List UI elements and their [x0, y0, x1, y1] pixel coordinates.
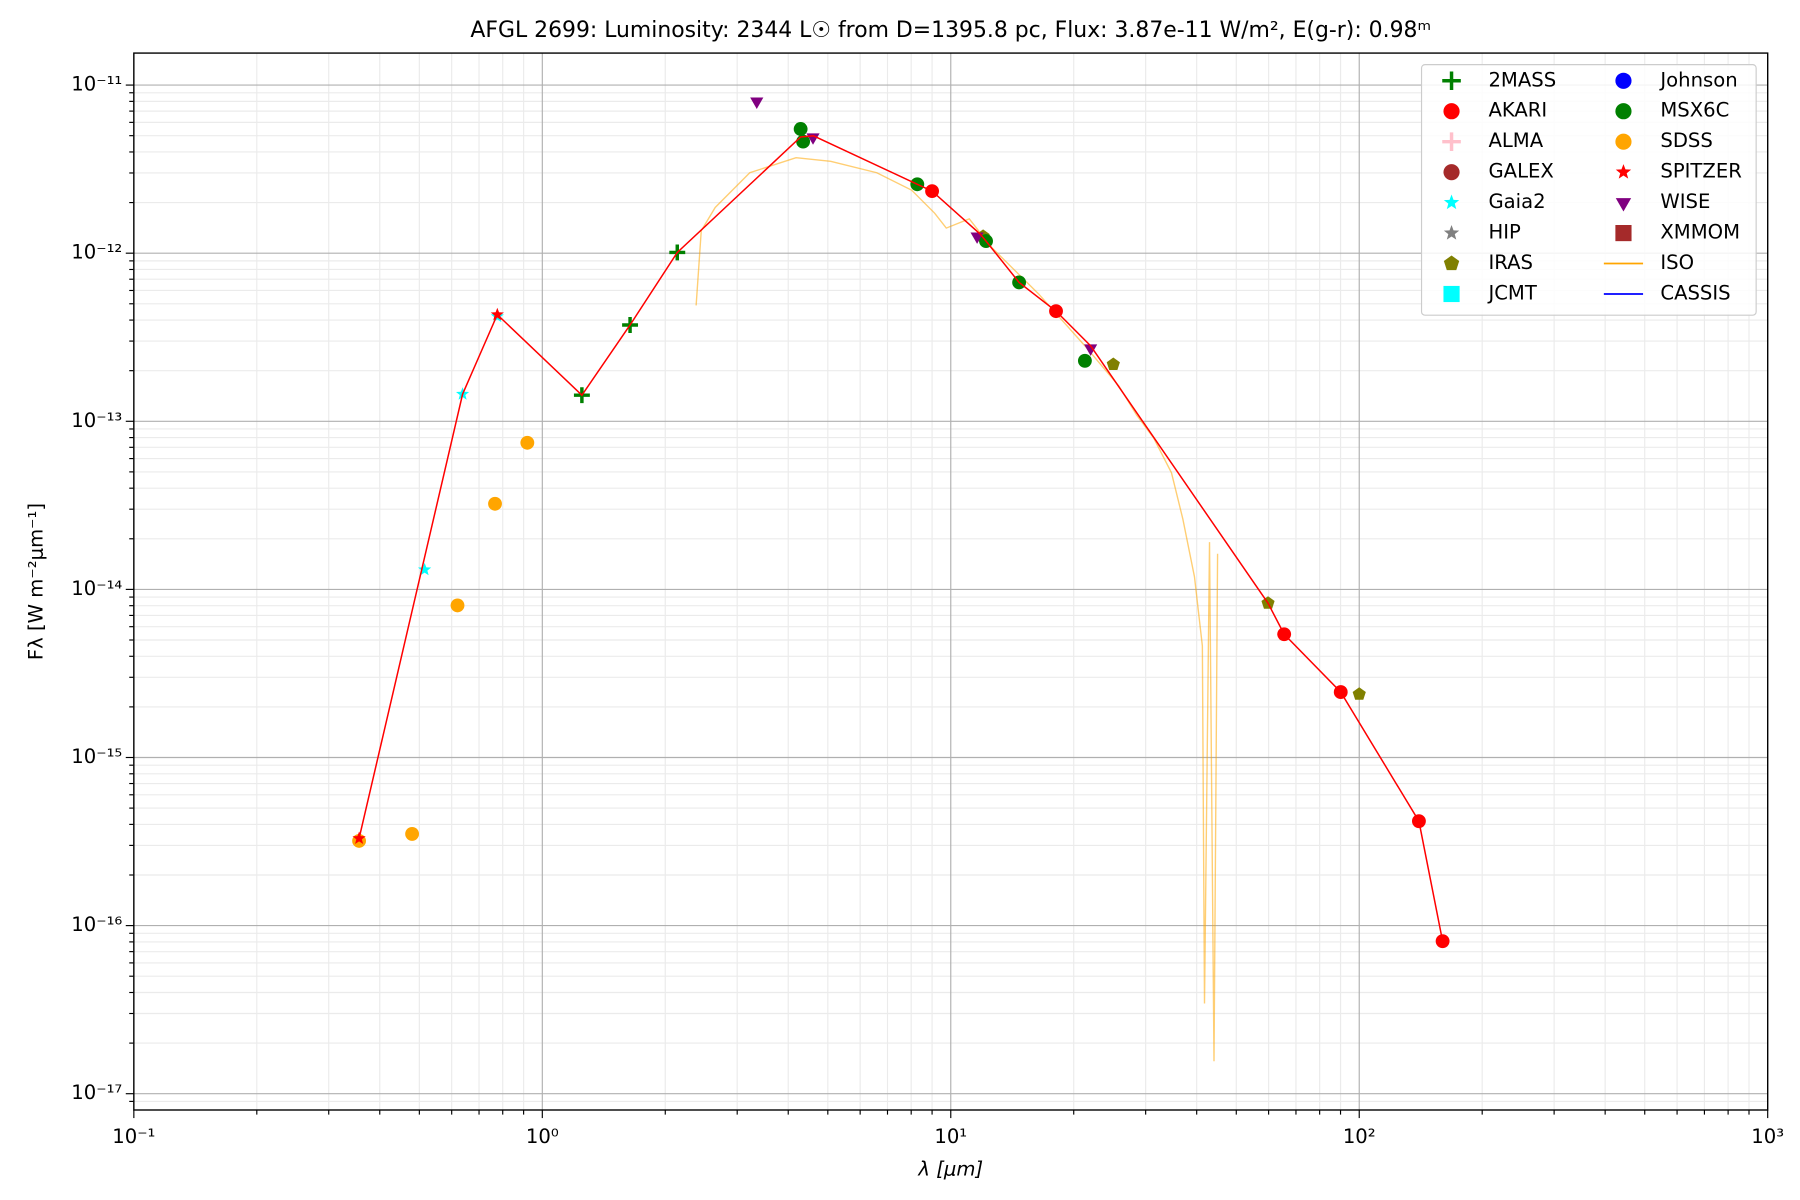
legend-marker	[1615, 225, 1632, 242]
legend-label: 2MASS	[1488, 68, 1556, 91]
legend-label: ALMA	[1488, 129, 1543, 152]
data-point	[1077, 353, 1092, 368]
legend-label: HIP	[1488, 221, 1521, 244]
legend-marker	[1615, 164, 1632, 179]
legend-marker	[1443, 164, 1460, 181]
data-point	[1352, 687, 1366, 700]
x-tick-label: 10⁰	[526, 1125, 559, 1148]
plot-area	[352, 97, 1450, 1062]
legend-marker	[1443, 225, 1460, 240]
legend-marker	[1442, 132, 1461, 151]
legend-marker	[1443, 194, 1460, 210]
y-axis-label: Fλ [W m⁻²μm⁻¹]	[24, 503, 47, 660]
legend-marker	[1443, 285, 1460, 303]
y-tick-label: 10⁻¹¹	[71, 73, 122, 96]
x-tick-label: 10¹	[934, 1125, 967, 1148]
legend-label: IRAS	[1488, 251, 1532, 274]
legend-marker	[1442, 71, 1461, 91]
legend-label: SPITZER	[1660, 160, 1742, 183]
y-tick-label: 10⁻¹²	[71, 241, 122, 264]
spectrum-line	[695, 156, 1219, 1062]
data-point	[450, 598, 465, 613]
legend-label: WISE	[1660, 190, 1710, 213]
legend-label: MSX6C	[1660, 99, 1729, 122]
data-point	[793, 122, 808, 136]
legend-label: CASSIS	[1660, 282, 1730, 305]
data-point	[418, 562, 432, 576]
y-tick-label: 10⁻¹⁵	[71, 745, 122, 768]
x-tick-label: 10²	[1343, 1125, 1376, 1148]
legend-label: SDSS	[1660, 129, 1712, 152]
legend-marker	[1443, 103, 1460, 120]
legend-marker	[1443, 255, 1460, 271]
legend-label: GALEX	[1488, 160, 1553, 183]
data-point	[1084, 344, 1098, 356]
x-tick-label: 10³	[1751, 1125, 1784, 1148]
y-tick-label: 10⁻¹⁶	[71, 913, 122, 936]
x-axis-label: λ [μm]	[917, 1158, 983, 1181]
legend-marker	[1615, 72, 1632, 89]
y-tick-label: 10⁻¹⁷	[71, 1081, 122, 1104]
data-point	[405, 827, 420, 841]
legend-marker	[1615, 198, 1632, 212]
data-point	[488, 496, 502, 511]
legend-label: XMMOM	[1660, 221, 1740, 244]
y-tick-label: 10⁻¹³	[71, 409, 122, 432]
legend-label: JCMT	[1486, 282, 1537, 305]
legend-label: Gaia2	[1488, 190, 1545, 213]
legend-label: Johnson	[1658, 68, 1737, 91]
legend: 2MASS AKARI ALMA GALEX Gaia2 HIP IRAS JCMT Johns…	[1420, 64, 1757, 316]
x-tick-label: 10⁻¹	[112, 1125, 155, 1148]
legend-marker	[1615, 133, 1632, 150]
legend-label: AKARI	[1488, 99, 1547, 122]
sed-line	[358, 135, 1444, 942]
legend-frame	[1420, 64, 1757, 316]
chart-title: AFGL 2699: Luminosity: 2344 L☉ from D=13…	[470, 18, 1431, 43]
legend-marker	[1615, 103, 1632, 120]
data-point	[1106, 357, 1120, 370]
y-tick-label: 10⁻¹⁴	[71, 577, 122, 600]
axes-frame	[133, 52, 1769, 1111]
data-point	[750, 97, 764, 109]
data-point	[520, 435, 535, 450]
legend-label: ISO	[1660, 251, 1694, 274]
